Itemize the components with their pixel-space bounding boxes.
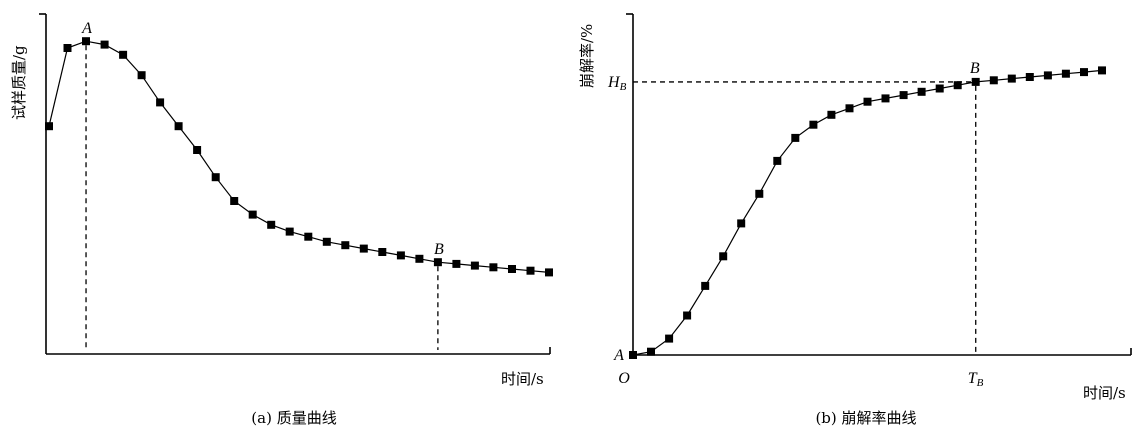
rate-y-axis-label: 崩解率/%: [578, 24, 596, 88]
rate-series: A B HB TB: [607, 60, 1106, 389]
rate-data-point: [971, 77, 980, 86]
mass-data-point: [508, 265, 516, 273]
mass-data-point: [119, 50, 128, 59]
rate-data-point: [989, 76, 998, 85]
mass-caption: (a) 质量曲线: [251, 409, 336, 427]
mass-data-point: [322, 237, 331, 246]
mass-data-point: [137, 71, 146, 80]
hb-label: HB: [607, 74, 627, 93]
rate-data-point: [1007, 74, 1016, 83]
mass-data-point: [470, 261, 479, 270]
rate-data-point: [1043, 71, 1052, 80]
mass-data-point: [378, 248, 387, 256]
disintegration-curve-panel: 崩解率/% O 时间/s A B HB TB (b) 崩解率曲线: [578, 13, 1132, 427]
mass-data-point: [100, 40, 109, 49]
origin-label: O: [618, 370, 630, 387]
rate-data-point: [1025, 73, 1034, 81]
rate-data-point: [809, 120, 818, 129]
mass-x-axis-label: 时间/s: [501, 370, 544, 388]
mass-data-point: [341, 241, 350, 250]
mass-data-point: [193, 146, 202, 154]
mass-data-point: [359, 244, 368, 253]
mass-data-point: [45, 122, 53, 131]
rate-data-point: [647, 347, 655, 356]
mass-data-point: [267, 220, 276, 229]
mass-point-label-b: B: [434, 241, 444, 258]
rate-point-label-a: A: [613, 347, 624, 364]
mass-data-point: [433, 258, 442, 267]
mass-data-point: [211, 173, 220, 182]
mass-y-axis-label: 试样质量/g: [10, 45, 28, 120]
rate-caption: (b) 崩解率曲线: [815, 409, 916, 427]
rate-data-point: [683, 311, 692, 320]
mass-data-point: [545, 268, 553, 277]
mass-data-point: [248, 210, 257, 219]
rate-data-point: [719, 252, 728, 261]
rate-data-point: [881, 94, 890, 103]
rate-data-point: [773, 156, 782, 165]
mass-data-point: [174, 122, 183, 131]
rate-data-point: [1098, 66, 1106, 75]
rate-data-point: [935, 84, 944, 93]
mass-series: AB: [45, 20, 553, 350]
rate-data-point: [917, 87, 926, 96]
rate-data-point: [629, 351, 637, 359]
rate-data-point: [665, 334, 674, 343]
rate-data-point: [1080, 68, 1088, 77]
rate-data-point: [863, 97, 872, 106]
mass-point-label-a: A: [81, 20, 92, 37]
rate-data-point: [701, 281, 710, 290]
mass-curve-panel: 试样质量/g 时间/s AB (a) 质量曲线: [10, 13, 553, 427]
rate-x-axis-label: 时间/s: [1083, 384, 1126, 402]
mass-data-point: [304, 232, 313, 241]
mass-data-point: [396, 251, 405, 260]
mass-data-point: [415, 254, 424, 263]
rate-data-point: [737, 219, 746, 228]
mass-data-point: [285, 227, 294, 236]
mass-data-point: [489, 263, 498, 272]
mass-data-point: [452, 259, 461, 268]
rate-data-point: [953, 81, 962, 90]
rate-data-point: [1061, 69, 1070, 78]
mass-data-point: [63, 44, 72, 52]
mass-series-line: [48, 40, 550, 273]
rate-data-point: [899, 91, 908, 100]
mass-data-point: [230, 197, 239, 205]
rate-data-point: [845, 104, 854, 113]
rate-data-point: [791, 133, 800, 142]
rate-series-line: [632, 69, 1103, 356]
rate-data-point: [755, 189, 764, 198]
mass-data-point: [526, 266, 535, 275]
rate-data-point: [827, 110, 836, 119]
rate-point-label-b: B: [970, 60, 980, 77]
mass-data-point: [82, 37, 90, 46]
tb-label: TB: [968, 370, 984, 389]
mass-data-point: [156, 98, 165, 107]
